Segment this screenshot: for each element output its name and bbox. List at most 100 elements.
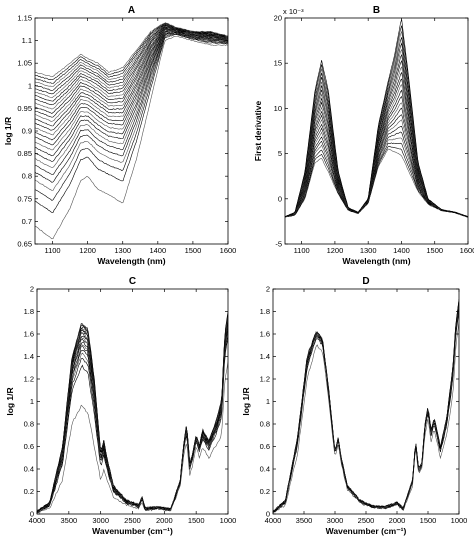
series-line	[35, 31, 228, 168]
series-line	[35, 33, 228, 201]
series-line	[273, 298, 459, 514]
y-tick-label: 1.6	[260, 330, 270, 339]
series-line	[37, 312, 228, 512]
x-tick-label: 3000	[327, 516, 344, 525]
x-tick-label: 3500	[296, 516, 313, 525]
x-tick-label: 1000	[220, 516, 237, 525]
series-line	[285, 19, 468, 218]
y-tick-label: 0.9	[22, 127, 32, 136]
y-tick-label: 0.6	[24, 442, 34, 451]
y-tick-label: 0.6	[260, 442, 270, 451]
y-axis-label: First derivative	[253, 100, 263, 161]
y-tick-label: 0.65	[17, 240, 32, 249]
y-tick-label: 0.2	[24, 487, 34, 496]
y-tick-label: 2	[266, 285, 270, 294]
series-line	[35, 36, 228, 240]
series-line	[273, 300, 459, 512]
y-tick-label: 1.15	[17, 14, 32, 23]
plot-frame	[272, 288, 460, 515]
series-line	[35, 30, 228, 151]
series-line	[35, 26, 228, 114]
y-tick-label: -5	[275, 240, 282, 249]
y-tick-label: 1.4	[24, 352, 34, 361]
y-tick-label: 0.8	[260, 420, 270, 429]
x-tick-label: 1000	[451, 516, 468, 525]
y-tick-label: 0.75	[17, 194, 32, 203]
series-line	[273, 301, 459, 513]
chart-title: C	[129, 276, 136, 287]
y-tick-label: 1	[30, 397, 34, 406]
series-line	[37, 314, 228, 513]
y-axis-label: log 1/R	[241, 387, 251, 415]
y-tick-label: 0.7	[22, 217, 32, 226]
y-tick-label: 0.2	[260, 487, 270, 496]
x-tick-label: 1100	[294, 246, 310, 255]
series-group	[273, 298, 459, 514]
series-line	[35, 27, 228, 127]
y-tick-label: 1.8	[24, 307, 34, 316]
x-tick-label: 1400	[393, 246, 410, 255]
y-tick-label: 1.2	[260, 375, 270, 384]
x-tick-label: 1300	[360, 246, 377, 255]
y-tick-label: 1.2	[24, 375, 34, 384]
y-tick-label: 0.95	[17, 104, 32, 113]
y-tick-label: 1	[266, 397, 270, 406]
series-line	[35, 22, 228, 81]
x-tick-label: 3000	[92, 516, 109, 525]
y-tick-label: 15	[274, 59, 282, 68]
chart-panel-c: 4000 3500 3000 2500 2000 1500 1000 0 0.2 0.4 0.6 0.…	[5, 276, 236, 536]
chart-panel-d: 4000 3500 3000 2500 2000 1500 1000 0 0.2 0.4 0.6 0.…	[241, 276, 467, 536]
chart-title: A	[128, 5, 135, 16]
series-line	[35, 32, 228, 183]
x-tick-label: 1600	[220, 246, 237, 255]
plot-frame	[36, 288, 229, 515]
y-tick-label: 10	[274, 104, 282, 113]
series-line	[285, 148, 468, 218]
x-tick-label: 3500	[60, 516, 77, 525]
series-line	[37, 361, 228, 514]
plot-frame	[284, 17, 469, 245]
chart-title: D	[362, 276, 369, 287]
y-tick-label: 0	[266, 510, 270, 519]
series-group	[37, 311, 228, 514]
series-line	[35, 22, 228, 78]
x-tick-label: 4000	[265, 516, 282, 525]
series-group	[285, 19, 468, 218]
y-tick-label: 1.05	[17, 59, 32, 68]
y-tick-label: 5	[278, 149, 282, 158]
x-tick-label: 1500	[188, 516, 205, 525]
x-tick-label: 1600	[460, 246, 474, 255]
x-tick-label: 2000	[156, 516, 173, 525]
chart-panel-a: 1100 1200 1300 1400 1500 1600 0.65 0.7 0.75 0.8 0.…	[3, 5, 236, 266]
x-tick-label: 1500	[185, 246, 202, 255]
y-tick-label: 0.4	[260, 465, 270, 474]
y-tick-label: 1.1	[22, 36, 32, 45]
x-axis-label: Wavenumber (cm⁻¹)	[326, 526, 407, 536]
y-tick-label: 0.4	[24, 465, 34, 474]
x-tick-label: 1400	[149, 246, 166, 255]
y-tick-label: 0	[278, 194, 282, 203]
x-axis-label: Wavelength (nm)	[342, 256, 410, 266]
y-tick-label: 2	[30, 285, 34, 294]
x-tick-label: 2000	[389, 516, 406, 525]
series-line	[37, 337, 228, 512]
series-line	[35, 27, 228, 122]
series-line	[37, 313, 228, 513]
x-tick-label: 1500	[426, 246, 443, 255]
y-axis-label: log 1/R	[5, 387, 15, 415]
y-axis-label: log 1/R	[3, 117, 13, 145]
y-tick-label: 0.8	[24, 420, 34, 429]
y-tick-label: 1	[28, 81, 32, 90]
y-tick-label: 1.4	[260, 352, 270, 361]
series-line	[37, 311, 228, 512]
y-tick-label: 1.6	[24, 330, 34, 339]
series-line	[35, 31, 228, 162]
y-scale-label: x 10⁻³	[283, 7, 304, 16]
series-group	[35, 22, 228, 240]
y-tick-label: 0.8	[22, 172, 32, 181]
y-tick-label: 0	[30, 510, 34, 519]
series-line	[273, 299, 459, 511]
x-tick-label: 1100	[44, 246, 60, 255]
y-tick-label: 1.8	[260, 307, 270, 316]
